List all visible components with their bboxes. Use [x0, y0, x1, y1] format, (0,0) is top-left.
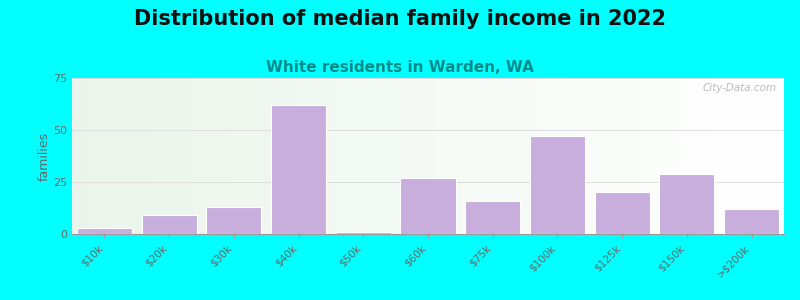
Bar	[271, 105, 326, 234]
Text: Distribution of median family income in 2022: Distribution of median family income in …	[134, 9, 666, 29]
Bar	[530, 136, 585, 234]
Bar	[659, 174, 714, 234]
Text: City-Data.com: City-Data.com	[702, 83, 777, 93]
Bar	[594, 192, 650, 234]
Bar	[466, 201, 520, 234]
Text: White residents in Warden, WA: White residents in Warden, WA	[266, 60, 534, 75]
Bar	[142, 215, 197, 234]
Bar	[206, 207, 262, 234]
Bar	[336, 232, 390, 234]
Bar	[724, 209, 779, 234]
Bar	[401, 178, 455, 234]
Y-axis label: families: families	[38, 131, 50, 181]
Bar	[77, 228, 132, 234]
